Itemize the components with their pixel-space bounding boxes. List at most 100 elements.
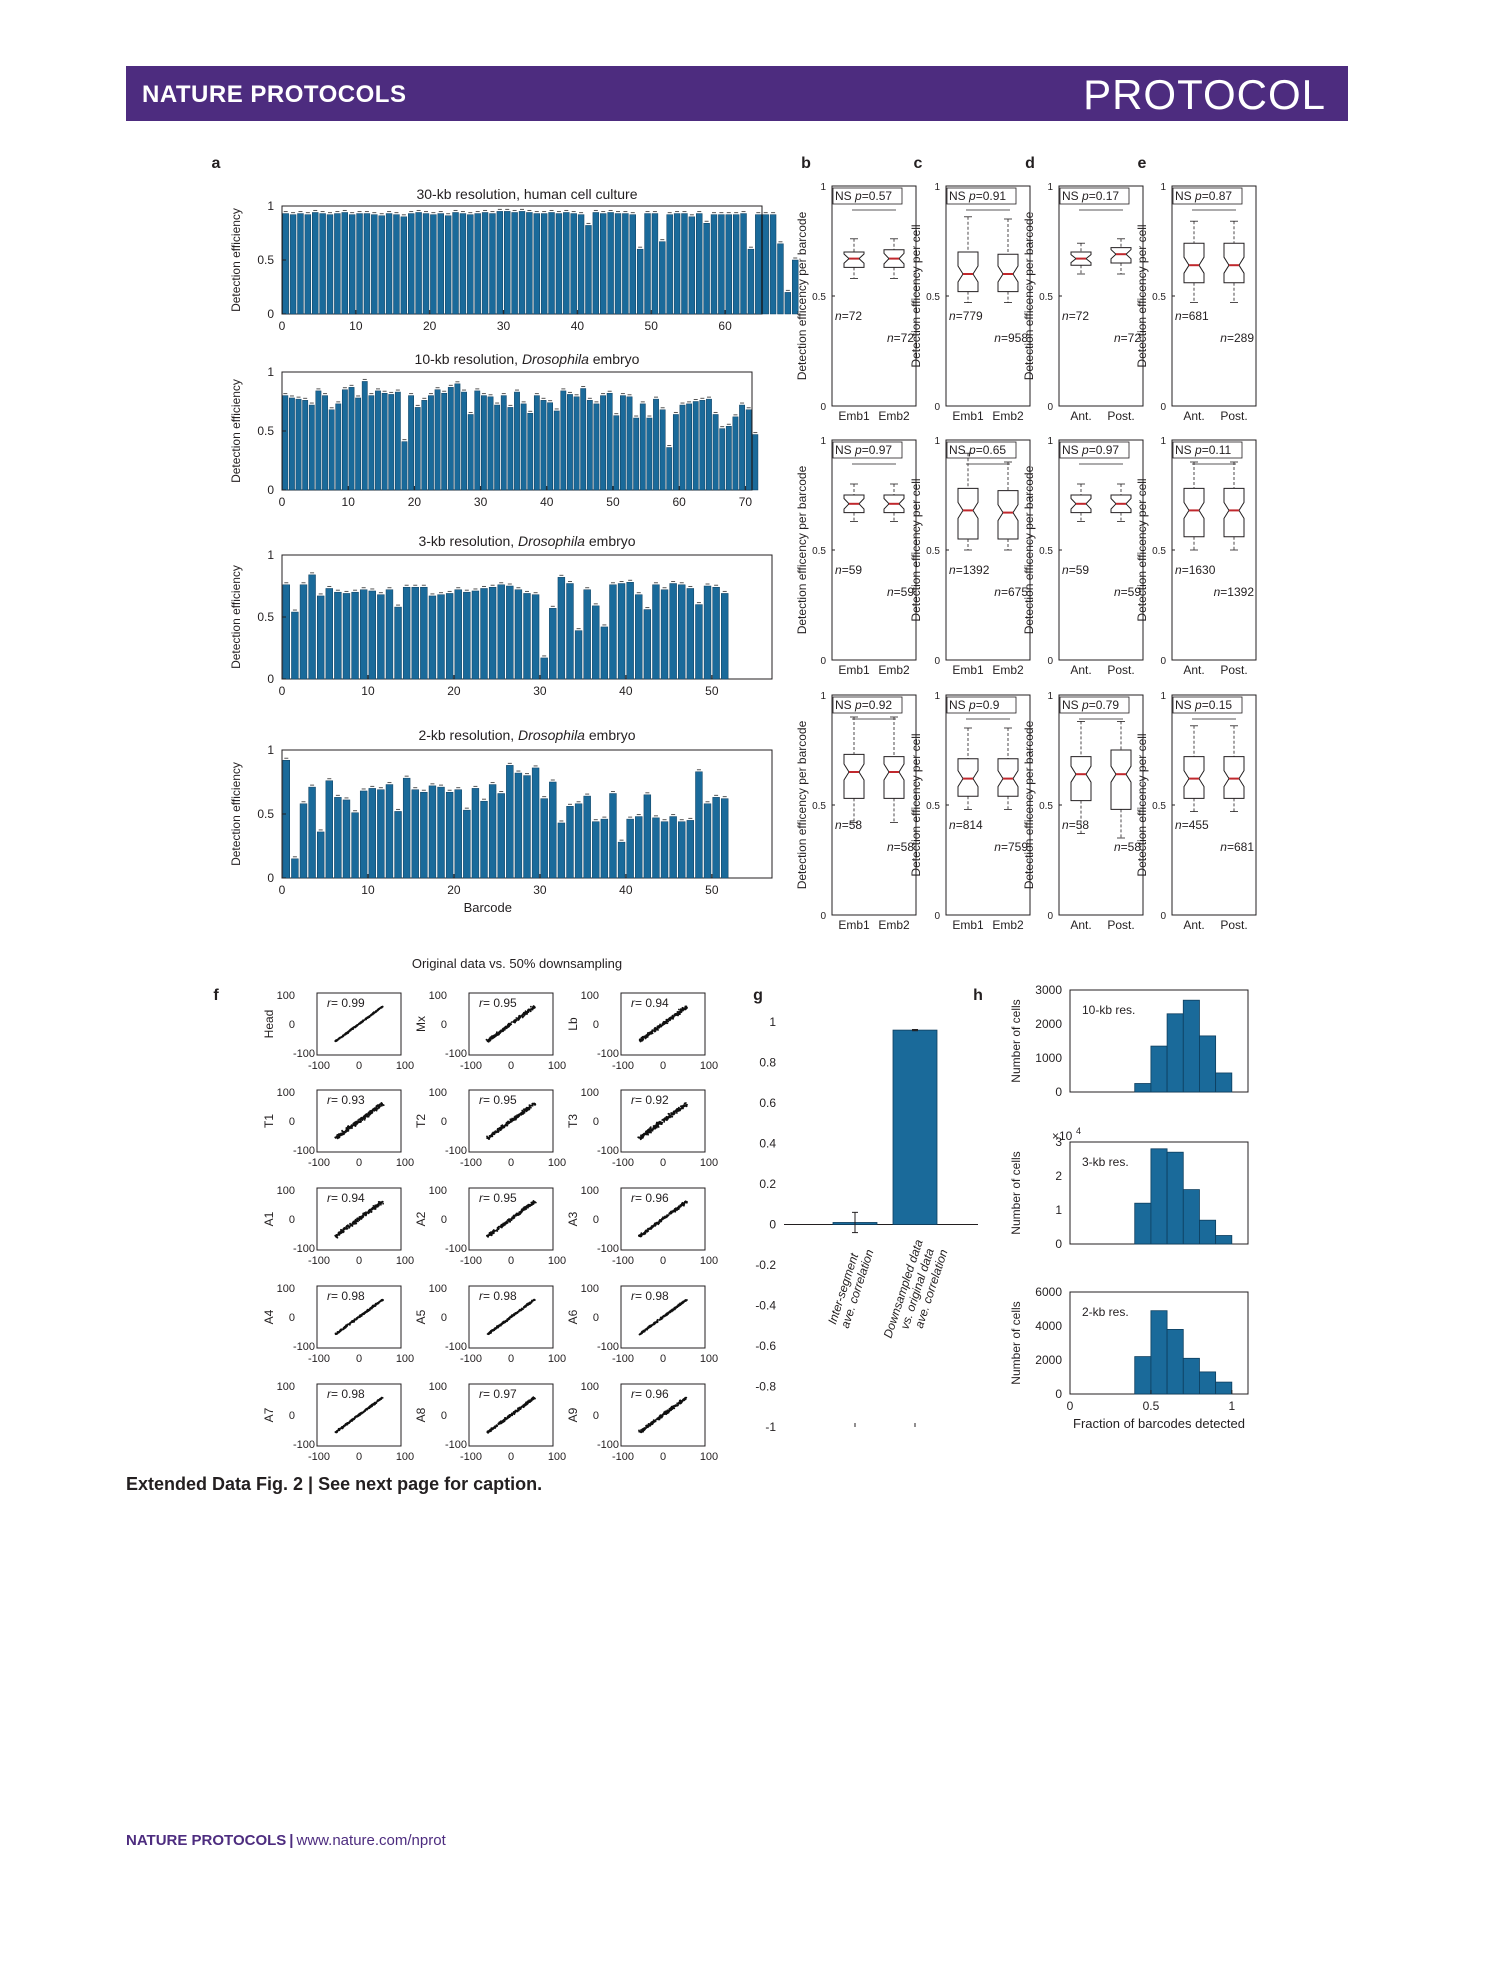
scatter-point	[349, 1323, 351, 1326]
chart-title: Original data vs. 50% downsampling	[412, 956, 622, 971]
scatter-point	[654, 1026, 656, 1029]
x-tick-label: Emb1	[838, 663, 870, 677]
scatter-point	[367, 1407, 370, 1410]
bar	[593, 403, 600, 491]
correlation-label: r= 0.95	[479, 996, 517, 1010]
y-axis-label: A3	[566, 1211, 580, 1226]
scatter-point	[368, 1015, 371, 1017]
y-tick-label: 0	[1055, 1085, 1062, 1099]
bar	[467, 214, 474, 315]
significance-label: NS p=0.65	[949, 443, 1006, 457]
box	[1223, 242, 1245, 284]
significance-label: NS p=0.57	[835, 189, 892, 203]
scatter-point	[668, 1114, 671, 1116]
bar	[394, 606, 402, 680]
scatter-point	[497, 1032, 500, 1035]
bar	[518, 211, 526, 315]
scatter-point	[350, 1124, 353, 1127]
bar	[471, 788, 480, 879]
y-tick-label: -100	[597, 1048, 619, 1060]
bar	[308, 786, 316, 879]
y-axis-label: Detection efficency per barcode	[1022, 720, 1036, 889]
x-tick-label: 30	[533, 684, 547, 698]
bar	[393, 214, 400, 315]
y-axis-label: Lb	[566, 1017, 580, 1031]
scatter-point	[373, 1109, 376, 1112]
significance-label: NS p=0.91	[949, 189, 1006, 203]
box	[883, 494, 905, 514]
x-tick-label: 100	[548, 1060, 566, 1072]
bar	[678, 584, 686, 680]
bar	[289, 397, 295, 491]
y-axis-label: A6	[566, 1309, 580, 1324]
x-tick-label: 50	[705, 684, 719, 698]
bar	[461, 391, 467, 491]
bar	[696, 213, 703, 315]
scatter-point	[348, 1225, 350, 1227]
histogram-label: 3-kb res.	[1082, 1155, 1129, 1169]
scatter-point	[341, 1230, 344, 1233]
scatter-point	[486, 1137, 489, 1140]
scatter-point	[677, 1304, 680, 1307]
y-tick-label: 0.5	[257, 424, 274, 438]
bar	[672, 414, 679, 491]
scatter-point	[639, 1234, 641, 1236]
scatter-point	[669, 1408, 671, 1410]
bar	[573, 396, 580, 491]
scatter-point	[493, 1427, 496, 1429]
bar	[402, 777, 411, 879]
y-tick-label: 0	[1055, 1237, 1062, 1251]
scatter-point	[378, 1301, 381, 1303]
scatter-point	[530, 1203, 532, 1206]
bar	[549, 608, 557, 680]
scatter-point	[377, 1106, 380, 1109]
scatter-point	[521, 1015, 524, 1017]
bar	[644, 213, 651, 315]
bar	[325, 780, 333, 879]
y-tick-label: 0.5	[1039, 546, 1053, 557]
y-tick-label: 2	[1055, 1169, 1062, 1183]
scatter-point	[650, 1324, 653, 1326]
scatter-point	[650, 1130, 652, 1132]
bar	[497, 793, 505, 879]
box	[883, 756, 905, 799]
x-tick-label: Ant.	[1070, 663, 1091, 677]
bar	[652, 817, 660, 879]
scatter-point	[501, 1124, 504, 1126]
bar	[692, 401, 699, 491]
scatter-point	[499, 1031, 502, 1034]
bar	[377, 789, 385, 879]
scatter-point	[349, 1223, 351, 1225]
box-plot-frame	[945, 439, 1031, 661]
bar	[415, 212, 422, 315]
bar	[622, 213, 629, 315]
scatter-point	[528, 1205, 531, 1207]
y-tick-label: 100	[277, 1087, 295, 1099]
scatter-point	[501, 1125, 504, 1128]
x-tick-label: Ant.	[1070, 409, 1091, 423]
scatter-point	[514, 1020, 516, 1022]
bar	[740, 213, 747, 315]
bar	[325, 588, 333, 680]
y-tick-label: 0.5	[1039, 801, 1053, 812]
y-axis-label: Detection efficiency	[229, 208, 243, 312]
bar	[506, 585, 514, 680]
x-tick-label: 100	[700, 1157, 718, 1169]
bar	[452, 212, 459, 315]
scatter-point	[379, 1103, 381, 1106]
box	[1223, 487, 1245, 538]
scatter-point	[336, 1136, 339, 1139]
bar	[706, 398, 712, 491]
bar	[361, 381, 368, 491]
x-tick-label: 0	[508, 1255, 514, 1267]
scatter-point	[364, 1408, 367, 1411]
bar	[643, 794, 652, 879]
y-tick-label: 100	[429, 1185, 447, 1197]
scatter-point	[531, 1103, 534, 1106]
bar	[523, 775, 531, 879]
bar	[659, 241, 666, 315]
y-axis-label: A9	[566, 1407, 580, 1422]
bar	[385, 213, 393, 315]
scatter-point	[359, 1021, 362, 1023]
y-tick-label: 0	[1160, 656, 1166, 667]
